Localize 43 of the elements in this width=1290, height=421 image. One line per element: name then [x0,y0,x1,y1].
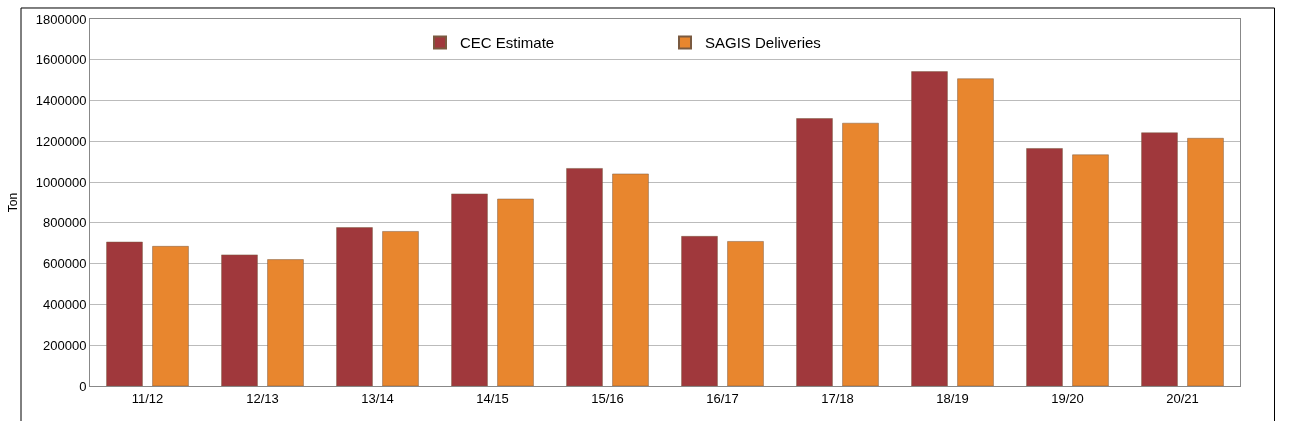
bar [451,193,488,386]
x-tick-label: 17/18 [821,390,854,406]
bar [1141,132,1178,386]
x-tick-label: 19/20 [1051,390,1084,406]
y-tick-label: 0 [79,378,87,394]
bar [566,168,603,386]
bar [382,231,419,386]
bar [681,236,718,386]
bar [1026,148,1063,386]
bar [221,254,258,386]
bar [152,246,189,386]
bar [497,198,534,386]
bar [796,118,833,386]
x-tick-label: 14/15 [476,390,509,406]
x-tick-label: 12/13 [246,390,279,406]
x-tick-label: 13/14 [361,390,394,406]
bar [957,78,994,386]
x-tick-label: 16/17 [706,390,739,406]
x-tick-label: 18/19 [936,390,969,406]
bar [727,241,764,386]
bar [267,259,304,386]
bar [1187,138,1224,386]
x-tick-label: 15/16 [591,390,624,406]
y-axis-title: Ton [6,192,21,213]
y-tick-label: 600000 [43,256,87,272]
bar [336,227,373,386]
y-tick-label: 1800000 [35,11,87,27]
y-tick-label: 1600000 [35,52,87,68]
y-tick-label: 1400000 [35,93,87,109]
y-tick-label: 1200000 [35,133,87,149]
legend-label: SAGIS Deliveries [705,34,821,52]
bar [612,173,649,386]
bar [1072,154,1109,386]
x-tick-label: 11/12 [131,390,164,406]
y-tick-label: 200000 [43,337,87,353]
x-tick-label: 20/21 [1166,390,1199,406]
bar [842,122,879,386]
bar [106,241,143,386]
bar [911,71,948,386]
y-tick-label: 800000 [43,215,87,231]
y-tick-label: 1000000 [35,174,87,190]
y-tick-label: 400000 [43,296,87,312]
legend-label: CEC Estimate [460,34,555,52]
